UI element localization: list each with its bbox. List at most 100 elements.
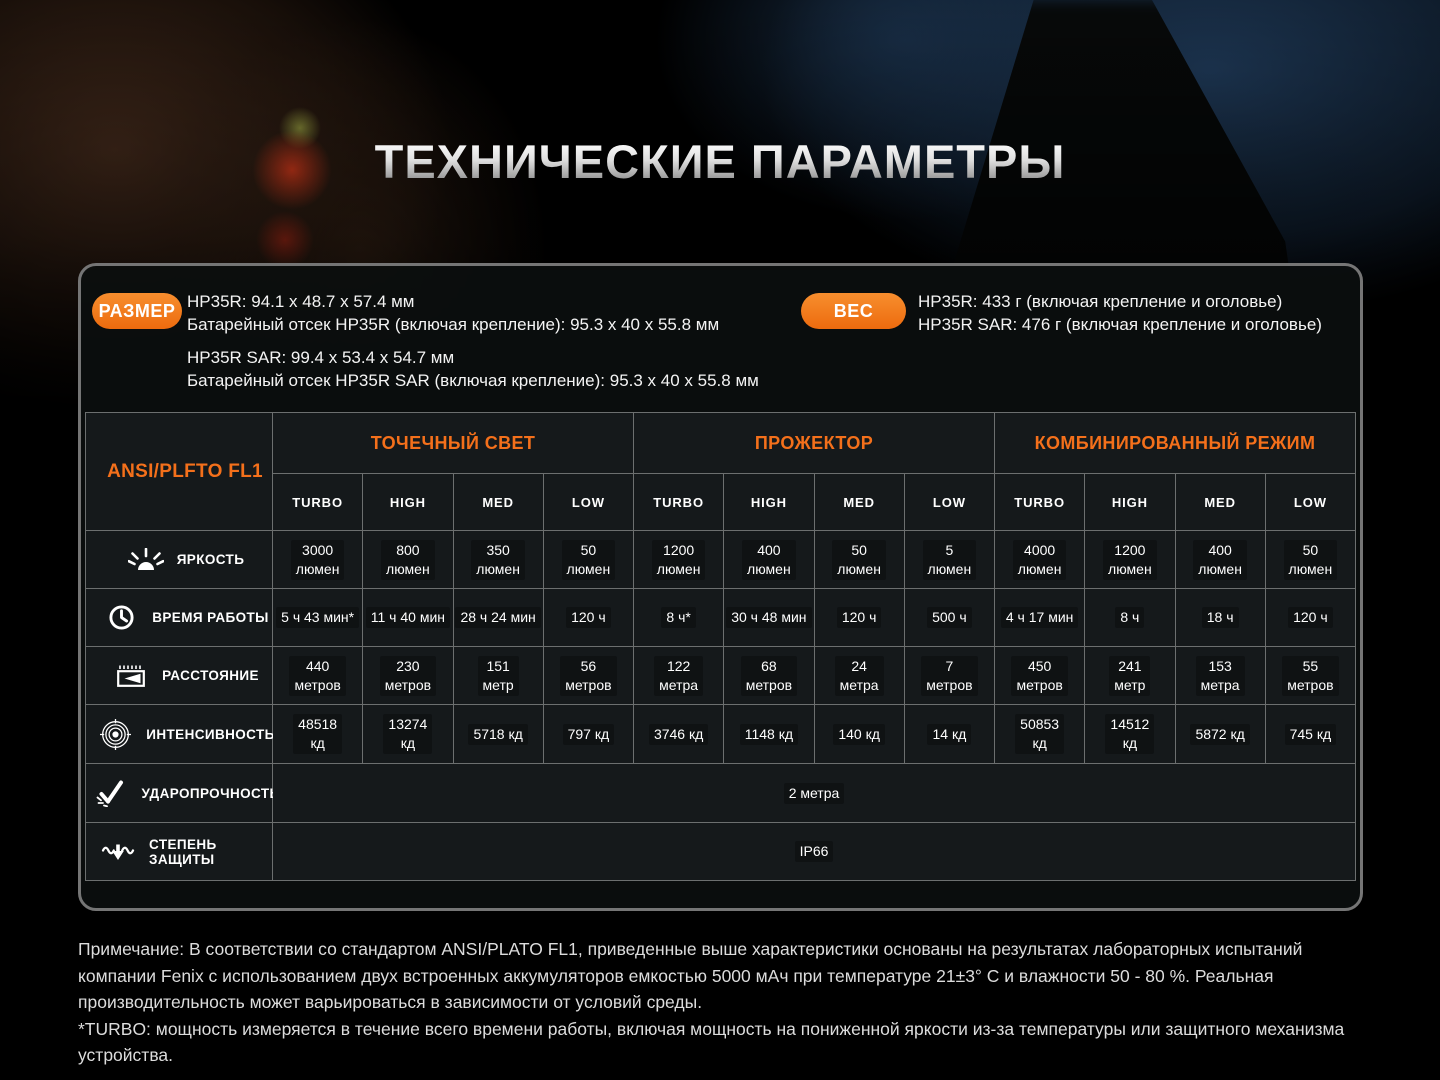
mode-header-cell: MED [1175,474,1265,530]
value-cell: 50 люмен [814,531,904,588]
value-cell: 440 метров [273,647,363,704]
row-label-distance: РАССТОЯНИЕ [86,647,272,704]
specs-panel: РАЗМЕР HP35R: 94.1 x 48.7 x 57.4 мм Бата… [78,263,1363,911]
value-cell: 50853 кд [995,705,1085,763]
value-cell: 1200 люмен [634,531,724,588]
row-label-text: ЯРКОСТЬ [176,552,245,567]
value-cell: 68 метров [724,647,814,704]
page-title: ТЕХНИЧЕСКИЕ ПАРАМЕТРЫ [0,134,1440,189]
distance-icon [109,664,153,688]
row-label-brightness: ЯРКОСТЬ [86,531,272,588]
value-cell: 230 метров [363,647,453,704]
value-cell: 3000 люмен [273,531,363,588]
weight-line: HP35R: 433 г (включая крепление и оголов… [918,292,1283,311]
value-cell: 1148 кд [724,705,814,763]
value-cell: 11 ч 40 мин [363,589,453,646]
value-cell: 8 ч* [634,589,724,646]
clock-icon [99,604,143,631]
footnotes: Примечание: В соответствии со стандартом… [78,936,1380,1069]
spacer [187,336,759,346]
row-label-intensity: ИНТЕНСИВНОСТЬ [86,705,275,763]
mode-header-cell: HIGH [724,474,814,530]
value-cell: 241 метр [1085,647,1175,704]
value-cell: 5 люмен [904,531,994,588]
row-label-text: УДАРОПРОЧНОСТЬ [141,785,280,801]
mode-header-cell: LOW [904,474,994,530]
weight-line: HP35R SAR: 476 г (включая крепление и ог… [918,315,1322,334]
size-line: HP35R: 94.1 x 48.7 x 57.4 мм [187,292,415,311]
standard-label: ANSI/PLFTO FL1 [86,413,272,530]
value-cell: 56 метров [543,647,633,704]
value-cell: 151 метр [453,647,543,704]
mode-header-cell: TURBO [634,474,724,530]
row-label-text: ВРЕМЯ РАБОТЫ [152,610,269,625]
value-cell: 350 люмен [453,531,543,588]
value-cell: 50 люмен [1265,531,1355,588]
value-cell: 797 кд [543,705,633,763]
value-cell: 800 люмен [363,531,453,588]
value-cell: 153 метра [1175,647,1265,704]
value-cell: 50 люмен [543,531,633,588]
value-cell: 55 метров [1265,647,1355,704]
size-line: Батарейный отсек HP35R (включая креплени… [187,315,720,334]
value-cell: 13274 кд [363,705,453,763]
group-header-flood: ПРОЖЕКТОР [634,413,994,473]
mode-header-cell: MED [814,474,904,530]
value-cell: 400 люмен [1175,531,1265,588]
size-text: HP35R: 94.1 x 48.7 x 57.4 мм Батарейный … [187,290,759,392]
value-cell: 18 ч [1175,589,1265,646]
intensity-icon [93,718,137,750]
value-cell: 4 ч 17 мин [995,589,1085,646]
row-label-impact: УДАРОПРОЧНОСТЬ [86,764,279,822]
value-cell: 5718 кд [453,705,543,763]
row-label-text: ИНТЕНСИВНОСТЬ [146,726,275,742]
value-cell: 400 люмен [724,531,814,588]
weight-text: HP35R: 433 г (включая крепление и оголов… [918,290,1366,336]
value-cell: 5872 кд [1175,705,1265,763]
value-cell: 120 ч [1265,589,1355,646]
mode-header-cell: LOW [1265,474,1355,530]
value-cell: 14512 кд [1085,705,1175,763]
value-cell: 3746 кд [634,705,724,763]
water-protection-icon [96,840,140,864]
mode-header-cell: LOW [543,474,633,530]
brightness-icon [124,547,168,572]
value-cell: 500 ч [904,589,994,646]
value-cell: 122 метра [634,647,724,704]
dimensions-section: РАЗМЕР HP35R: 94.1 x 48.7 x 57.4 мм Бата… [85,291,1356,412]
specs-table: ANSI/PLFTO FL1 ТОЧЕЧНЫЙ СВЕТ ПРОЖЕКТОР К… [85,412,1356,881]
value-cell: 140 кд [814,705,904,763]
value-cell: 450 метров [995,647,1085,704]
value-cell: 30 ч 48 мин [724,589,814,646]
value-cell-protection: IP66 [273,823,1355,880]
value-cell-impact: 2 метра [273,764,1355,822]
value-cell: 745 кд [1265,705,1355,763]
size-badge: РАЗМЕР [92,293,182,329]
value-cell: 28 ч 24 мин [453,589,543,646]
value-cell: 8 ч [1085,589,1175,646]
value-cell: 4000 люмен [995,531,1085,588]
footnote-standard: Примечание: В соответствии со стандартом… [78,939,1303,1013]
row-label-text: СТЕПЕНЬ ЗАЩИТЫ [149,836,217,867]
size-line: Батарейный отсек HP35R SAR (включая креп… [187,371,759,390]
row-label-runtime: ВРЕМЯ РАБОТЫ [86,589,272,646]
value-cell: 120 ч [543,589,633,646]
impact-icon [88,780,132,807]
value-cell: 120 ч [814,589,904,646]
footnote-turbo: *TURBO: мощность измеряется в течение вс… [78,1018,1345,1066]
mode-header-cell: HIGH [363,474,453,530]
value-cell: 1200 люмен [1085,531,1175,588]
mode-header-cell: MED [453,474,543,530]
mode-header-cell: TURBO [273,474,363,530]
size-line: HP35R SAR: 99.4 x 53.4 x 54.7 мм [187,348,455,367]
group-header-combined: КОМБИНИРОВАННЫЙ РЕЖИМ [995,413,1355,473]
mode-header-cell: HIGH [1085,474,1175,530]
value-cell: 5 ч 43 мин* [273,589,363,646]
mode-header-cell: TURBO [995,474,1085,530]
value-cell: 14 кд [904,705,994,763]
row-label-text: РАССТОЯНИЕ [162,668,259,683]
value-cell: 24 метра [814,647,904,704]
weight-badge: ВЕС [801,293,906,329]
row-label-protection: СТЕПЕНЬ ЗАЩИТЫ [86,823,272,880]
group-header-spot: ТОЧЕЧНЫЙ СВЕТ [273,413,633,473]
